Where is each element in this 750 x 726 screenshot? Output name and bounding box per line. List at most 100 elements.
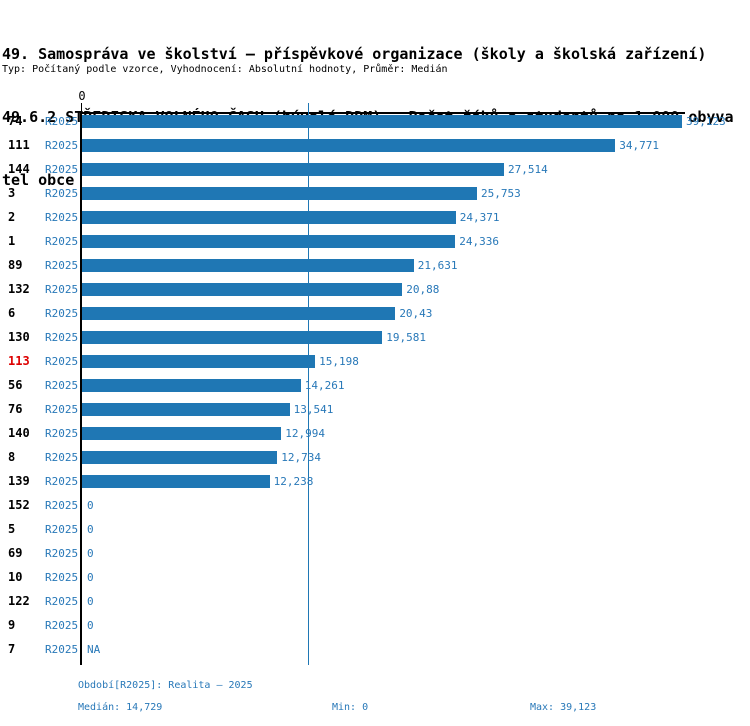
row-period-label: R2025: [45, 235, 79, 248]
row-period-label: R2025: [45, 139, 79, 152]
bar-value-label: 12,994: [285, 427, 326, 440]
row-id-label: 76: [8, 402, 23, 416]
row-period-label: R2025: [45, 571, 79, 584]
y-axis-line: [80, 112, 82, 665]
bar-value-label: 24,336: [459, 235, 499, 248]
row-id-label: 144: [8, 162, 30, 176]
row-id-label: 6: [8, 306, 16, 320]
value-bar: [82, 283, 403, 296]
chart-row: 144 R2025 27,514: [0, 163, 750, 176]
footer-min-stat: Min: 0: [332, 702, 369, 713]
row-period-label: R2025: [45, 499, 79, 512]
row-period-label: R2025: [45, 115, 79, 128]
value-bar: [82, 355, 316, 368]
bar-value-label: NA: [87, 643, 101, 656]
row-period-label: R2025: [45, 187, 79, 200]
bar-value-label: 34,771: [619, 139, 659, 152]
value-bar: [82, 259, 414, 272]
chart-row: 113 R2025 15,198: [0, 355, 750, 368]
bar-value-label: 24,371: [459, 211, 500, 224]
row-id-label: 89: [8, 258, 23, 272]
chart-row: 111 R2025 34,771: [0, 139, 750, 152]
value-bar: [82, 307, 396, 320]
footer-max-stat: Max: 39,123: [530, 702, 597, 713]
row-id-label: 111: [8, 138, 30, 152]
row-id-label: 132: [8, 282, 30, 296]
bar-value-label: 39,123: [686, 115, 726, 128]
row-period-label: R2025: [45, 595, 79, 608]
bar-value-label: 0: [87, 547, 94, 560]
chart-row: 6 R2025 20,43: [0, 307, 750, 320]
value-bar: [82, 451, 278, 464]
bar-value-label: 20,88: [406, 283, 440, 296]
axis-zero-tick-mark: [81, 103, 82, 113]
chart-row: 132 R2025 20,88: [0, 283, 750, 296]
value-bar: [82, 379, 301, 392]
chart-row: 3 R2025 25,753: [0, 187, 750, 200]
footer-median-stat: Medián: 14,729: [78, 702, 163, 713]
bar-value-label: 0: [87, 571, 94, 584]
row-period-label: R2025: [45, 475, 79, 488]
bar-value-label: 0: [87, 523, 94, 536]
row-id-label: 122: [8, 594, 30, 608]
value-bar: [82, 427, 282, 440]
chart-row: 5 R2025 0: [0, 522, 750, 537]
row-id-label: 5: [8, 522, 16, 536]
bar-value-label: 0: [87, 499, 94, 512]
chart-row: 74 R2025 39,123: [0, 115, 750, 128]
row-period-label: R2025: [45, 643, 79, 656]
bar-value-label: 12,734: [281, 451, 322, 464]
row-id-label: 2: [8, 210, 16, 224]
row-id-label: 3: [8, 186, 16, 200]
chart-row: 69 R2025 0: [0, 546, 750, 561]
row-period-label: R2025: [45, 283, 79, 296]
bar-value-label: 25,753: [480, 187, 521, 200]
report-title-line3: tel obce: [2, 171, 75, 189]
row-period-label: R2025: [45, 403, 79, 416]
row-id-label: 140: [8, 426, 30, 440]
bar-value-label: 21,631: [417, 259, 458, 272]
bar-value-label: 20,43: [399, 307, 433, 320]
row-id-label: 152: [8, 498, 30, 512]
chart-row: 76 R2025 13,541: [0, 403, 750, 416]
row-period-label: R2025: [45, 523, 79, 536]
row-period-label: R2025: [45, 211, 79, 224]
bar-value-label: 27,514: [507, 163, 548, 176]
row-id-label: 9: [8, 618, 16, 632]
value-bar: [82, 331, 383, 344]
row-period-label: R2025: [45, 355, 79, 368]
row-id-label: 130: [8, 330, 30, 344]
value-bar: [82, 211, 456, 224]
chart-row: 56 R2025 14,261: [0, 379, 750, 392]
value-bar: [82, 115, 682, 128]
row-id-label: 113: [8, 354, 30, 368]
footer-period-label: Období[R2025]: Realita – 2025: [78, 680, 253, 691]
row-period-label: R2025: [45, 163, 79, 176]
value-bar: [82, 139, 616, 152]
row-period-label: R2025: [45, 427, 79, 440]
bar-value-label: 15,198: [319, 355, 359, 368]
value-bar: [82, 403, 290, 416]
value-bar: [82, 235, 456, 248]
value-bar: [82, 163, 504, 176]
row-id-label: 139: [8, 474, 30, 488]
chart-row: 130 R2025 19,581: [0, 331, 750, 344]
row-id-label: 8: [8, 450, 16, 464]
bar-value-label: 14,261: [304, 379, 345, 392]
row-id-label: 56: [8, 378, 23, 392]
bar-value-label: 13,541: [293, 403, 334, 416]
chart-row: 122 R2025 0: [0, 594, 750, 609]
chart-row: 139 R2025 12,238: [0, 475, 750, 488]
row-period-label: R2025: [45, 331, 79, 344]
chart-row: 152 R2025 0: [0, 498, 750, 513]
row-period-label: R2025: [45, 451, 79, 464]
chart-row: 7 R2025 NA: [0, 643, 750, 657]
median-line: [307, 103, 310, 665]
chart-row: 9 R2025 0: [0, 618, 750, 633]
bar-value-label: 19,581: [386, 331, 427, 344]
row-id-label: 69: [8, 546, 23, 560]
report-title-line1: 49. Samospráva ve školství – příspěvkové…: [2, 45, 707, 63]
